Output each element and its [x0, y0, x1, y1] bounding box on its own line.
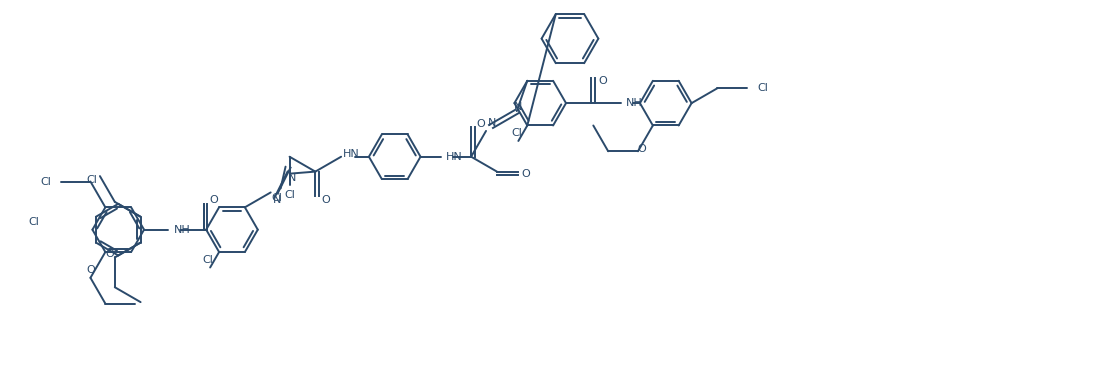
Text: HN: HN — [343, 149, 360, 159]
Text: Cl: Cl — [271, 193, 282, 203]
Text: O: O — [637, 144, 646, 154]
Text: O: O — [599, 76, 608, 86]
Text: O: O — [521, 168, 530, 178]
Text: Cl: Cl — [87, 175, 98, 185]
Text: NH: NH — [626, 98, 643, 108]
Text: Cl: Cl — [757, 83, 768, 93]
Text: HN: HN — [446, 152, 463, 162]
Text: Cl: Cl — [203, 255, 214, 265]
Text: N: N — [488, 118, 497, 128]
Text: O: O — [321, 196, 329, 206]
Text: O: O — [105, 249, 114, 259]
Text: Cl: Cl — [29, 217, 39, 227]
Text: O: O — [86, 265, 94, 275]
Text: N: N — [287, 173, 296, 183]
Text: O: O — [477, 119, 486, 129]
Text: NH: NH — [173, 225, 191, 235]
Text: Cl: Cl — [39, 177, 50, 187]
Text: N: N — [273, 196, 281, 206]
Text: Cl: Cl — [284, 190, 295, 200]
Text: Cl: Cl — [511, 128, 522, 138]
Text: N: N — [513, 102, 522, 112]
Text: O: O — [210, 196, 218, 206]
